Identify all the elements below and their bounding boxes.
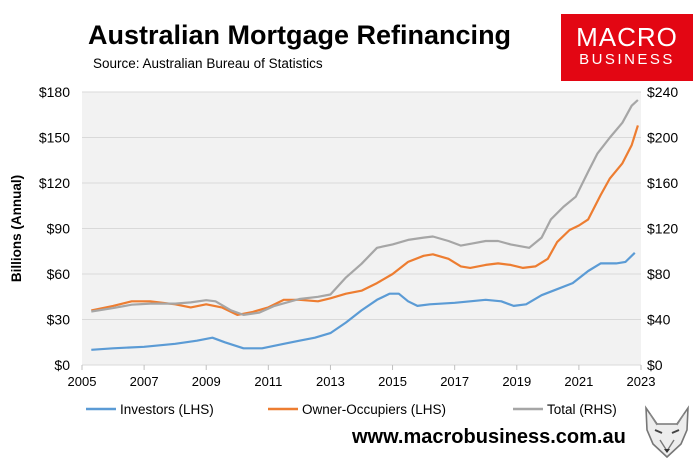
x-tick-label: 2005 [68,374,97,389]
x-tick-label: 2009 [192,374,221,389]
y-right-tick-label: $80 [647,266,671,282]
y-left-tick-label: $90 [47,221,71,237]
x-tick-label: 2017 [440,374,469,389]
y-left-tick-label: $30 [47,312,71,328]
y-axis-right-ticks: $0 $40 $80 $120 $160 $200 $240 [647,84,678,373]
x-tick-label: 2015 [378,374,407,389]
x-tick-label: 2013 [316,374,345,389]
gridlines [82,91,641,320]
legend-label: Investors (LHS) [120,402,214,417]
x-axis-ticks: 2005 2007 2009 2011 2013 2015 2017 2019 2021 2023 [68,365,656,389]
y-left-tick-label: $60 [47,266,71,282]
series-line [91,125,639,316]
x-tick-label: 2021 [564,374,593,389]
logo-line-2: BUSINESS [579,51,675,68]
y-left-tick-label: $0 [54,357,70,373]
y-right-tick-label: $240 [647,84,678,100]
x-tick-label: 2019 [502,374,531,389]
y-right-tick-label: $40 [647,312,671,328]
y-right-tick-label: $160 [647,175,678,191]
logo-line-1: MACRO [576,22,678,52]
y-right-tick-label: $120 [647,221,678,237]
y-right-tick-label: $200 [647,130,678,146]
y-left-tick-label: $150 [39,130,70,146]
y-right-tick-label: $0 [647,357,663,373]
footer-url: www.macrobusiness.com.au [352,426,626,448]
fox-head-icon [645,405,689,459]
macrobusiness-logo: MACRO BUSINESS [561,14,693,81]
legend-label: Total (RHS) [547,402,617,417]
series-line [91,252,636,351]
legend: Investors (LHS) Owner-Occupiers (LHS) Tota… [86,402,617,417]
series-lines [91,99,639,351]
y-axis-left-ticks: $0 $30 $60 $90 $120 $150 $180 [39,84,70,373]
y-axis-label: Billions (Annual) [9,175,24,282]
chart-subtitle: Source: Australian Bureau of Statistics [93,56,323,71]
chart-title: Australian Mortgage Refinancing [88,20,512,50]
y-left-tick-label: $180 [39,84,70,100]
legend-label: Owner-Occupiers (LHS) [302,402,446,417]
y-left-tick-label: $120 [39,175,70,191]
series-line [91,99,639,316]
x-tick-label: 2011 [254,374,282,389]
x-tick-label: 2023 [627,374,656,389]
x-tick-label: 2007 [130,374,159,389]
